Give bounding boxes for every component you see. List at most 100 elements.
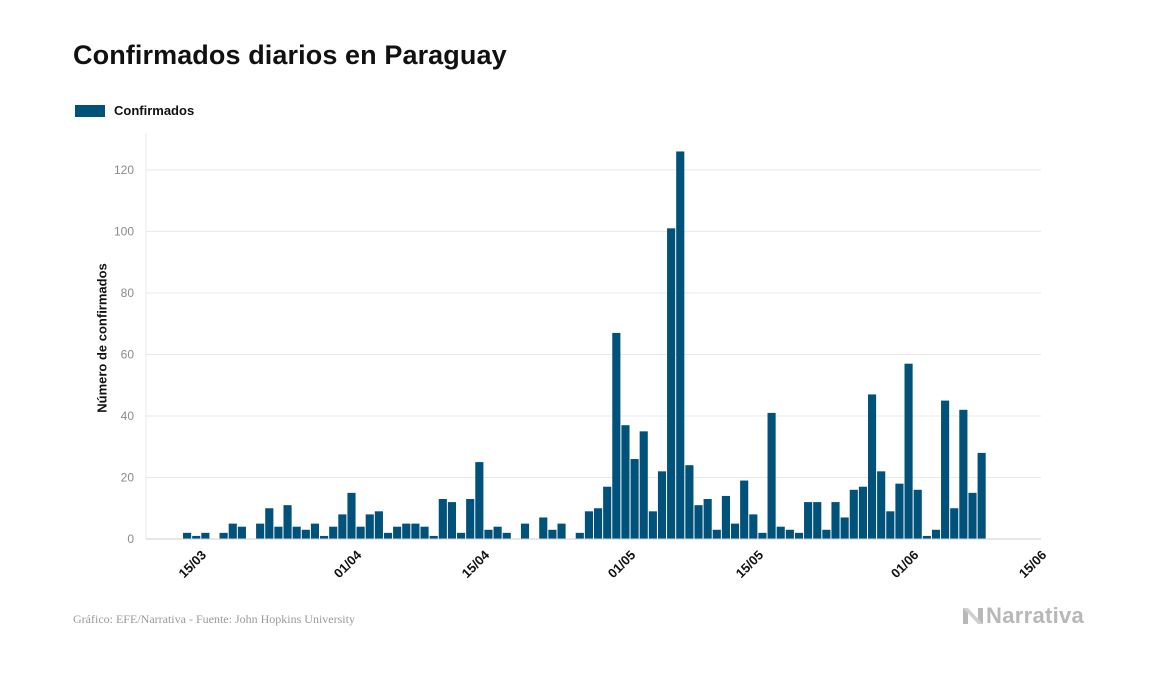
bar — [621, 425, 630, 539]
bar — [804, 502, 813, 539]
bar — [420, 526, 429, 539]
bar — [347, 492, 356, 539]
bar — [484, 529, 493, 539]
bar — [301, 529, 310, 539]
bar — [831, 502, 840, 539]
x-tick-label: 15/05 — [733, 547, 767, 581]
bar — [886, 511, 895, 539]
x-tick-label: 15/06 — [1016, 547, 1050, 581]
bar — [320, 535, 329, 539]
bar — [685, 465, 694, 539]
bar — [895, 483, 904, 539]
bar — [365, 514, 374, 539]
bar — [694, 505, 703, 539]
bar — [356, 526, 365, 539]
bar — [931, 529, 941, 539]
narrativa-logo: Narrativa — [963, 603, 1084, 629]
bar — [950, 508, 959, 539]
bar — [767, 412, 776, 539]
bar — [237, 526, 246, 539]
bar — [630, 459, 639, 539]
bar — [283, 505, 292, 539]
bar — [667, 228, 676, 539]
bar — [274, 526, 283, 539]
bar — [256, 523, 265, 539]
bar — [201, 532, 210, 539]
y-tick-label: 100 — [114, 224, 134, 238]
bar — [429, 535, 438, 539]
bar — [721, 495, 730, 539]
bar — [740, 480, 749, 539]
bar — [785, 529, 794, 539]
y-tick-label: 20 — [121, 470, 135, 484]
bar — [612, 332, 621, 539]
y-tick-label: 40 — [121, 409, 135, 423]
bar — [374, 511, 383, 539]
bar — [402, 523, 411, 539]
bar — [447, 502, 457, 539]
bar — [840, 517, 849, 539]
bar — [858, 486, 867, 539]
bar — [603, 486, 612, 539]
y-tick-label: 120 — [114, 163, 134, 177]
bar — [657, 471, 667, 539]
bar — [594, 508, 603, 539]
bar — [877, 471, 886, 539]
bar — [438, 499, 447, 539]
bar — [338, 514, 347, 539]
bar — [219, 532, 228, 539]
bar — [867, 394, 877, 539]
bar — [183, 532, 192, 539]
legend-swatch — [75, 104, 105, 117]
legend: Confirmados — [75, 103, 194, 118]
bar — [457, 532, 466, 539]
legend-label: Confirmados — [114, 103, 195, 118]
bar — [575, 532, 584, 539]
bar — [794, 532, 804, 539]
bar — [475, 462, 484, 539]
bar — [712, 529, 721, 539]
bar — [466, 499, 475, 539]
bar — [822, 529, 831, 539]
bar — [941, 400, 950, 539]
bar — [310, 523, 320, 539]
bar — [493, 526, 502, 539]
x-tick-label: 01/05 — [605, 547, 639, 581]
bar — [520, 523, 530, 539]
bar — [411, 523, 420, 539]
bar — [639, 431, 648, 539]
narrativa-n-icon — [963, 608, 983, 624]
bar — [776, 526, 785, 539]
bar — [292, 526, 301, 539]
bar — [959, 409, 968, 539]
bar — [557, 523, 566, 539]
bar — [758, 532, 767, 539]
y-tick-label: 60 — [121, 347, 135, 361]
bar — [393, 526, 402, 539]
bar — [383, 532, 393, 539]
bar — [192, 535, 201, 539]
x-tick-label: 15/04 — [459, 547, 493, 581]
bar — [922, 535, 931, 539]
bar — [228, 523, 237, 539]
bar — [676, 151, 685, 540]
bar — [502, 532, 511, 539]
bar — [813, 502, 822, 539]
bar — [730, 523, 740, 539]
brand-name: Narrativa — [986, 603, 1085, 628]
bars — [183, 151, 986, 540]
bar — [539, 517, 548, 539]
bar — [548, 529, 557, 539]
bar — [849, 489, 858, 539]
y-tick-label: 80 — [121, 286, 135, 300]
gridlines — [146, 169, 1041, 478]
bar — [648, 511, 657, 539]
y-tick-label: 0 — [127, 532, 134, 546]
source-note: Gráfico: EFE/Narrativa - Fuente: John Ho… — [73, 612, 355, 626]
x-tick-label: 01/04 — [331, 547, 365, 581]
bar — [329, 526, 338, 539]
x-tick-label: 01/06 — [888, 547, 922, 581]
bar — [913, 489, 922, 539]
bar — [265, 508, 274, 539]
